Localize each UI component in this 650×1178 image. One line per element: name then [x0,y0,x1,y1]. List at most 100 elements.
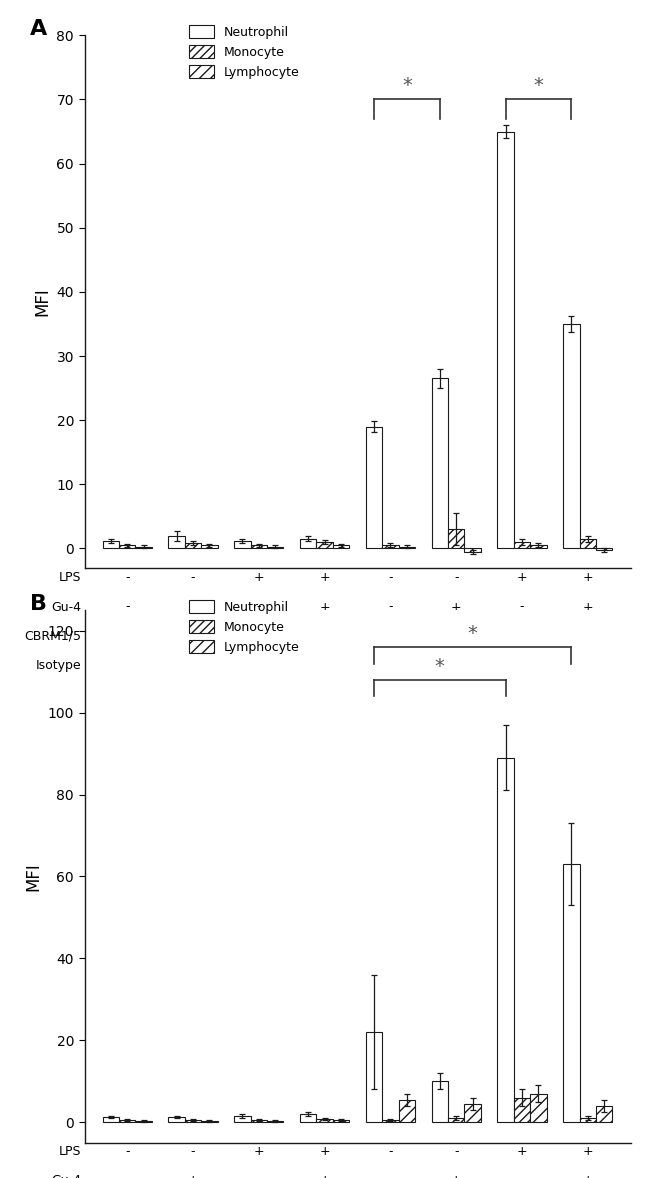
Text: +: + [517,630,527,643]
Bar [317,542,333,549]
Text: +: + [188,1174,198,1178]
Bar [234,541,251,549]
Bar [530,545,547,549]
Bar [464,549,481,551]
Bar [497,132,514,549]
Text: *: * [402,77,411,95]
Text: -: - [257,1174,261,1178]
Text: *: * [468,624,478,643]
Text: *: * [435,656,445,676]
Text: Gu-4: Gu-4 [51,601,81,614]
Text: CBRM1/5: CBRM1/5 [24,630,81,643]
Bar [119,545,135,549]
Bar [398,547,415,549]
Bar [448,1118,464,1123]
Bar [563,324,580,549]
Bar [580,1118,596,1123]
Bar [596,1106,612,1123]
Text: +: + [582,571,593,584]
Bar [300,538,317,549]
Bar [432,1081,448,1123]
Text: -: - [191,571,195,584]
Text: *: * [534,77,543,95]
Text: B: B [30,595,47,614]
Text: -: - [322,630,327,643]
Text: -: - [454,571,458,584]
Text: +: + [582,601,593,614]
Bar [497,757,514,1123]
Text: -: - [125,571,129,584]
Bar [103,541,119,549]
Text: -: - [257,601,261,614]
Text: -: - [125,601,129,614]
Bar [103,1117,119,1123]
Text: -: - [388,571,393,584]
Text: +: + [582,1145,593,1158]
Bar [300,1114,317,1123]
Text: LPS: LPS [58,571,81,584]
Bar [119,1120,135,1123]
Bar [234,1116,251,1123]
Text: LPS: LPS [58,1145,81,1158]
Text: -: - [388,601,393,614]
Text: +: + [319,659,330,673]
Y-axis label: MFI: MFI [33,287,51,316]
Text: +: + [254,1145,264,1158]
Text: +: + [385,630,396,643]
Text: +: + [319,1174,330,1178]
Text: -: - [454,1145,458,1158]
Bar [398,1099,415,1123]
Bar [202,1121,218,1123]
Bar [432,378,448,549]
Text: -: - [388,1145,393,1158]
Text: +: + [254,659,264,673]
Text: +: + [582,630,593,643]
Text: -: - [125,1145,129,1158]
Bar [267,547,283,549]
Bar [168,536,185,549]
Bar [464,1104,481,1123]
Text: +: + [254,571,264,584]
Bar [382,1120,398,1123]
Text: -: - [125,1174,129,1178]
Text: -: - [125,659,129,673]
Y-axis label: MFI: MFI [24,862,42,891]
Text: +: + [451,630,462,643]
Text: -: - [388,1174,393,1178]
Bar [563,865,580,1123]
Text: +: + [188,601,198,614]
Text: +: + [319,571,330,584]
Text: -: - [520,659,524,673]
Bar [267,1121,283,1123]
Text: Isotype: Isotype [36,659,81,673]
Bar [580,538,596,549]
Bar [168,1117,185,1123]
Text: -: - [388,659,393,673]
Bar [366,426,382,549]
Text: Gu-4: Gu-4 [51,1174,81,1178]
Text: -: - [191,630,195,643]
Text: +: + [451,1174,462,1178]
Text: +: + [451,601,462,614]
Text: -: - [257,630,261,643]
Bar [135,1121,152,1123]
Bar [317,1119,333,1123]
Text: +: + [517,1145,527,1158]
Text: +: + [319,601,330,614]
Bar [202,545,218,549]
Text: +: + [188,659,198,673]
Bar [251,545,267,549]
Bar [530,1093,547,1123]
Bar [333,545,349,549]
Bar [448,529,464,549]
Bar [382,545,398,549]
Legend: Neutrophil, Monocyte, Lymphocyte: Neutrophil, Monocyte, Lymphocyte [183,20,304,84]
Bar [185,1120,202,1123]
Text: -: - [454,659,458,673]
Text: +: + [319,1145,330,1158]
Text: -: - [520,601,524,614]
Text: -: - [520,1174,524,1178]
Text: +: + [517,571,527,584]
Text: A: A [30,19,47,39]
Bar [596,549,612,550]
